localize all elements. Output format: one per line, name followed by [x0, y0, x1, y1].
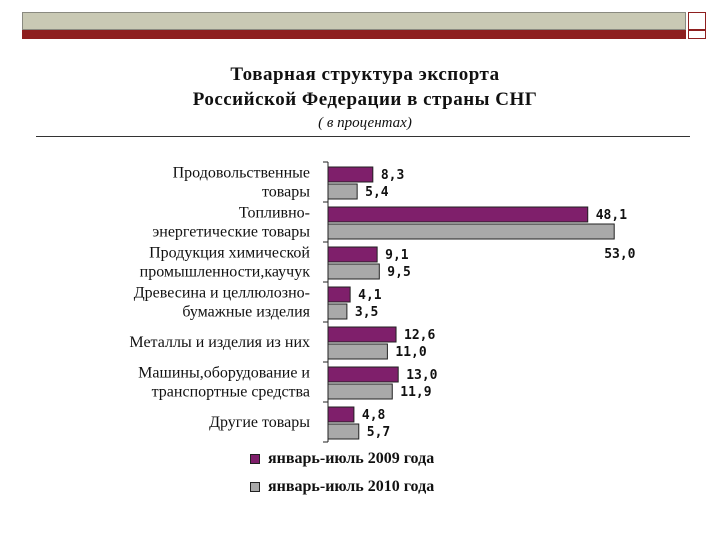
- data-label: 3,5: [355, 305, 378, 320]
- bar-2010: [327, 263, 380, 280]
- data-label: 11,0: [395, 345, 426, 360]
- bar-2009: [327, 366, 399, 383]
- legend-item-2009: январь-июль 2009 года: [250, 450, 434, 468]
- data-label: 5,7: [367, 425, 390, 440]
- category-label: транспортные средства: [152, 384, 310, 401]
- data-label: 53,0: [604, 247, 635, 262]
- bar-2009: [327, 166, 374, 183]
- legend-label-2010: январь-июль 2010 года: [268, 478, 435, 495]
- chart-title-line2: Российской Федерации в страны СНГ: [192, 89, 538, 110]
- chart-subtitle: ( в процентах): [318, 115, 412, 131]
- bar-2010: [327, 183, 358, 200]
- chart-title-line1: Товарная структура экспорта: [230, 64, 500, 85]
- bar-2010: [327, 343, 388, 360]
- data-label: 9,5: [387, 265, 410, 280]
- data-label: 4,8: [362, 408, 386, 423]
- category-label: Продукция химической: [149, 245, 310, 262]
- category-label: Продовольственные: [173, 165, 310, 182]
- category-label: Другие товары: [209, 414, 310, 431]
- bar-2010: [327, 423, 360, 440]
- bar-2009: [327, 246, 378, 263]
- data-label: 5,4: [365, 185, 389, 200]
- bar-2009: [327, 206, 589, 223]
- header-bar-red: [22, 30, 686, 39]
- data-label: 48,1: [596, 208, 627, 223]
- category-label: Топливно-: [239, 205, 310, 222]
- header-corner-square: [688, 12, 706, 30]
- bar-2010: [327, 303, 348, 320]
- category-label: Металлы и изделия из них: [129, 334, 310, 351]
- legend-swatch-2009: [250, 454, 260, 464]
- bar-2009: [327, 326, 397, 343]
- legend-label-2009: январь-июль 2009 года: [268, 450, 435, 467]
- bar-2009: [327, 286, 351, 303]
- header-bar-gray: [22, 12, 686, 30]
- data-label: 12,6: [404, 328, 435, 343]
- category-label: Древесина и целлюлозно-: [134, 285, 310, 302]
- category-label: бумажные изделия: [182, 304, 310, 321]
- legend-swatch-2010: [250, 482, 260, 492]
- data-label: 9,1: [385, 248, 409, 263]
- title-divider: [36, 136, 690, 137]
- category-label: энергетические товары: [152, 224, 310, 241]
- bar-2010: [327, 383, 393, 400]
- data-label: 11,9: [400, 385, 431, 400]
- header-corner-square-lower: [688, 30, 706, 39]
- category-label: Машины,оборудование и: [138, 365, 310, 382]
- data-label: 8,3: [381, 168, 404, 183]
- category-label: товары: [262, 184, 310, 201]
- data-label: 4,1: [358, 288, 382, 303]
- category-label: промышленности,каучук: [140, 264, 311, 281]
- legend-item-2010: январь-июль 2010 года: [250, 478, 434, 496]
- bar-2010: [327, 223, 615, 240]
- data-label: 13,0: [406, 368, 437, 383]
- bar-2009: [327, 406, 355, 423]
